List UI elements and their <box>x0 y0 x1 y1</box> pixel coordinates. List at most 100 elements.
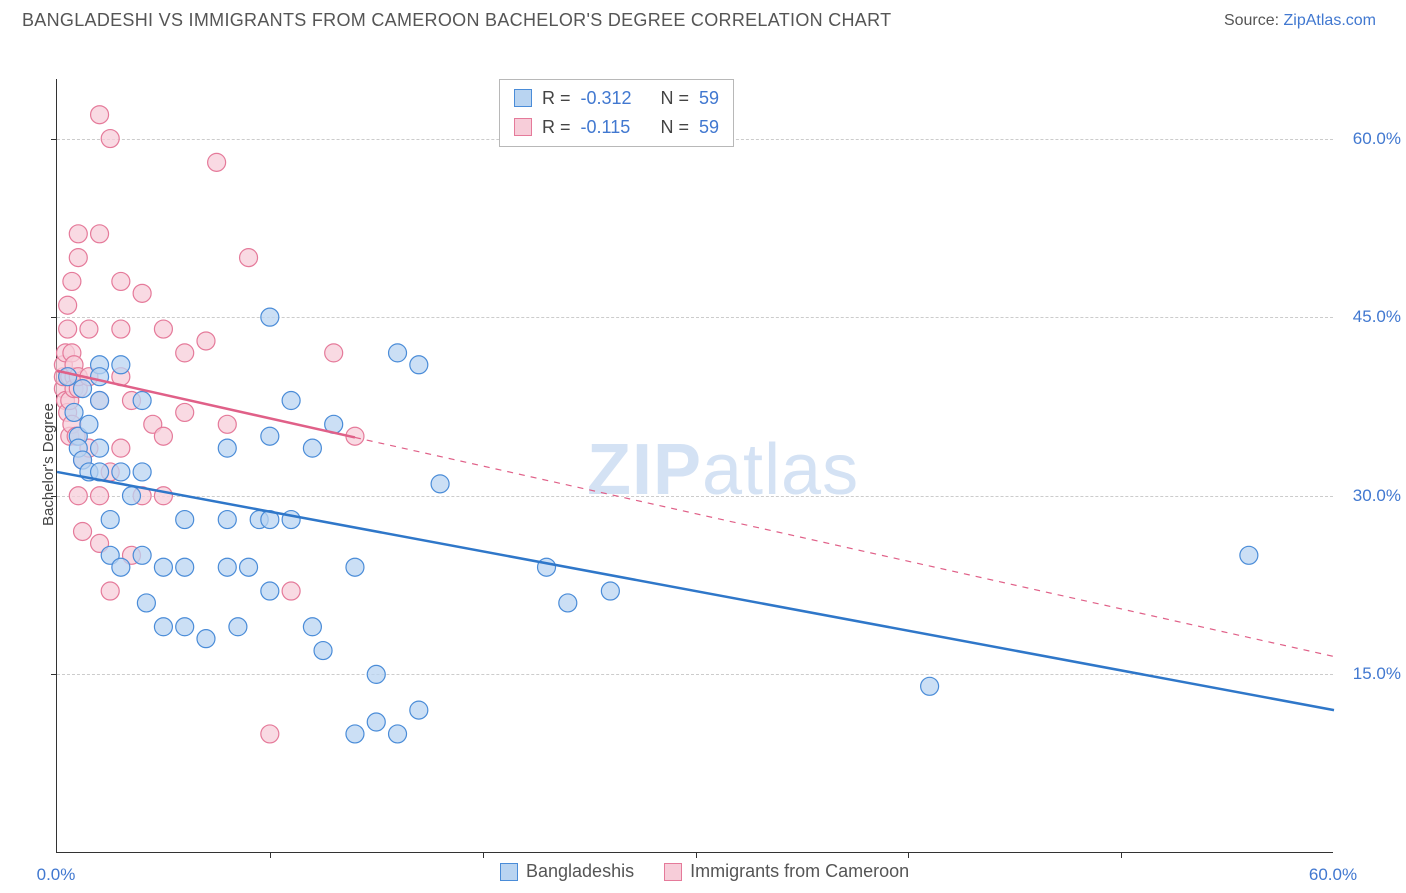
plot-svg <box>57 79 1334 853</box>
legend-swatch <box>500 863 518 881</box>
scatter-point <box>261 582 279 600</box>
source-link[interactable]: ZipAtlas.com <box>1284 12 1376 29</box>
legend-label: Immigrants from Cameroon <box>690 861 909 882</box>
scatter-point <box>261 725 279 743</box>
xtick-label: 60.0% <box>1309 865 1357 885</box>
scatter-point <box>601 582 619 600</box>
scatter-point <box>122 487 140 505</box>
chart-title: BANGLADESHI VS IMMIGRANTS FROM CAMEROON … <box>22 10 891 31</box>
scatter-point <box>410 356 428 374</box>
scatter-point <box>112 558 130 576</box>
regression-line <box>57 472 1334 710</box>
scatter-point <box>80 320 98 338</box>
scatter-point <box>112 463 130 481</box>
scatter-point <box>74 522 92 540</box>
stats-box: R =-0.312N =59R = -0.115 N = 59 <box>499 79 734 147</box>
scatter-point <box>101 130 119 148</box>
bottom-legend: Bangladeshis Immigrants from Cameroon <box>500 861 909 882</box>
scatter-point <box>176 558 194 576</box>
scatter-point <box>154 320 172 338</box>
scatter-point <box>133 546 151 564</box>
scatter-point <box>91 392 109 410</box>
scatter-point <box>69 487 87 505</box>
legend-swatch <box>664 863 682 881</box>
scatter-point <box>112 320 130 338</box>
scatter-point <box>176 618 194 636</box>
plot-area: 15.0%30.0%45.0%60.0%ZIPatlasR =-0.312N =… <box>56 79 1333 853</box>
stats-row: R = -0.115 N = 59 <box>514 113 719 142</box>
scatter-point <box>154 558 172 576</box>
scatter-point <box>59 296 77 314</box>
scatter-point <box>346 725 364 743</box>
scatter-point <box>261 427 279 445</box>
scatter-point <box>101 582 119 600</box>
scatter-point <box>197 630 215 648</box>
source-label: Source: ZipAtlas.com <box>1224 12 1376 30</box>
scatter-point <box>112 439 130 457</box>
xtick-label: 0.0% <box>37 865 76 885</box>
scatter-point <box>176 344 194 362</box>
scatter-point <box>303 618 321 636</box>
scatter-point <box>133 463 151 481</box>
legend-item: Bangladeshis <box>500 861 634 882</box>
scatter-point <box>367 713 385 731</box>
legend-label: Bangladeshis <box>526 861 634 882</box>
scatter-point <box>176 511 194 529</box>
scatter-point <box>154 618 172 636</box>
scatter-point <box>1240 546 1258 564</box>
scatter-point <box>389 344 407 362</box>
scatter-point <box>91 368 109 386</box>
stats-n-label: N = <box>661 113 690 142</box>
scatter-point <box>91 487 109 505</box>
scatter-point <box>91 225 109 243</box>
regression-line-dashed <box>355 437 1334 656</box>
legend-swatch <box>514 118 532 136</box>
scatter-point <box>133 392 151 410</box>
scatter-point <box>218 439 236 457</box>
scatter-point <box>101 511 119 529</box>
stats-n-value: 59 <box>699 84 719 113</box>
scatter-point <box>69 225 87 243</box>
scatter-point <box>59 320 77 338</box>
scatter-point <box>282 582 300 600</box>
scatter-point <box>154 427 172 445</box>
scatter-point <box>431 475 449 493</box>
scatter-point <box>410 701 428 719</box>
legend-item: Immigrants from Cameroon <box>664 861 909 882</box>
scatter-point <box>74 380 92 398</box>
source-prefix: Source: <box>1224 12 1279 29</box>
scatter-point <box>80 415 98 433</box>
scatter-point <box>91 439 109 457</box>
scatter-point <box>921 677 939 695</box>
ytick-label: 60.0% <box>1353 129 1401 149</box>
scatter-point <box>325 344 343 362</box>
stats-r-label: R = <box>542 113 571 142</box>
ytick-label: 30.0% <box>1353 486 1401 506</box>
stats-n-value: 59 <box>699 113 719 142</box>
legend-swatch <box>514 89 532 107</box>
scatter-point <box>176 403 194 421</box>
scatter-point <box>367 665 385 683</box>
scatter-point <box>218 558 236 576</box>
stats-r-value: -0.312 <box>581 84 651 113</box>
scatter-point <box>112 356 130 374</box>
y-axis-title: Bachelor's Degree <box>40 403 57 526</box>
scatter-point <box>112 272 130 290</box>
stats-row: R =-0.312N =59 <box>514 84 719 113</box>
scatter-point <box>137 594 155 612</box>
chart-container: 15.0%30.0%45.0%60.0%ZIPatlasR =-0.312N =… <box>22 37 1406 893</box>
scatter-point <box>208 153 226 171</box>
stats-r-value: -0.115 <box>581 113 651 142</box>
scatter-point <box>65 403 83 421</box>
scatter-point <box>240 558 258 576</box>
scatter-point <box>69 249 87 267</box>
scatter-point <box>559 594 577 612</box>
scatter-point <box>261 308 279 326</box>
scatter-point <box>59 368 77 386</box>
scatter-point <box>346 558 364 576</box>
scatter-point <box>389 725 407 743</box>
scatter-point <box>229 618 247 636</box>
scatter-point <box>314 642 332 660</box>
scatter-point <box>63 272 81 290</box>
scatter-point <box>240 249 258 267</box>
